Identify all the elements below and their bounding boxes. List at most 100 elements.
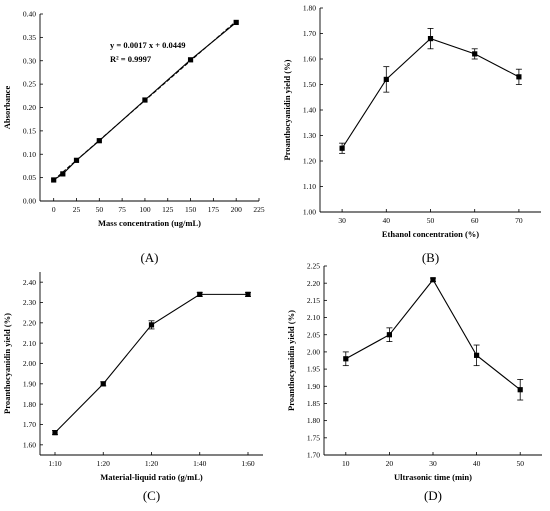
- data-point: [383, 76, 389, 82]
- data-point: [52, 430, 58, 436]
- y-tick-label: 1.10: [303, 182, 316, 191]
- y-tick-label: 2.25: [307, 262, 320, 271]
- data-point: [245, 291, 251, 297]
- y-tick-label: 1.95: [307, 365, 320, 374]
- x-tick-label: 1:20: [145, 459, 159, 468]
- x-tick-label: 1:10: [48, 459, 62, 468]
- x-tick-label: 200: [231, 205, 243, 214]
- y-tick-label: 0.00: [23, 197, 36, 206]
- y-tick-label: 2.00: [307, 348, 320, 357]
- x-tick-label: 150: [185, 205, 197, 214]
- y-tick-label: 0.10: [23, 150, 36, 159]
- data-point: [51, 177, 57, 183]
- x-axis-label: Material-liquid ratio (g/mL): [100, 472, 203, 482]
- y-tick-label: 0.40: [23, 10, 36, 19]
- data-point: [517, 387, 523, 393]
- y-tick-label: 1.60: [303, 55, 316, 64]
- fit-equation: y = 0.0017 x + 0.0449: [110, 40, 186, 50]
- y-tick-label: 1.20: [303, 157, 316, 166]
- y-tick-label: 1.80: [307, 416, 320, 425]
- data-point: [100, 381, 106, 387]
- x-tick-label: 40: [473, 459, 481, 468]
- x-tick-label: 40: [383, 216, 391, 225]
- y-tick-label: 0.30: [23, 56, 36, 65]
- x-tick-label: 50: [427, 216, 435, 225]
- series-line: [345, 278, 521, 391]
- y-tick-label: 2.40: [23, 278, 36, 287]
- y-tick-label: 2.20: [23, 318, 36, 327]
- x-tick-label: 1:20: [97, 459, 111, 468]
- x-tick-label: 125: [162, 205, 174, 214]
- y-tick-label: 1.60: [23, 440, 36, 449]
- data-point: [233, 19, 239, 26]
- y-tick-label: 0.20: [23, 103, 36, 112]
- y-axis-label: Absorbance: [2, 86, 12, 130]
- y-tick-label: 1.80: [303, 4, 316, 13]
- x-tick-label: 100: [139, 205, 151, 214]
- data-point: [96, 138, 102, 144]
- panel-label: (D): [424, 488, 442, 503]
- x-axis-label: Mass concentration (ug/mL): [98, 218, 201, 228]
- chart-panel-d: 1.70 1.75 1.80 1.85 1.90 1.95 2.00 2.05 2.10 2.15…: [286, 262, 542, 503]
- y-tick-label: 1.50: [303, 80, 316, 89]
- data-point: [197, 291, 203, 297]
- y-tick-label: 1.85: [307, 399, 320, 408]
- y-tick-label: 2.10: [23, 339, 36, 348]
- x-tick-label: 70: [515, 216, 523, 225]
- y-tick-label: 2.15: [307, 296, 320, 305]
- y-tick-label: 1.75: [307, 433, 320, 442]
- x-axis-label: Ethanol concentration (%): [382, 229, 479, 239]
- x-tick-label: 1:40: [193, 459, 207, 468]
- y-tick-label: 1.00: [303, 208, 316, 217]
- y-tick-label: 2.10: [307, 313, 320, 322]
- y-tick-label: 1.80: [23, 400, 36, 409]
- chart-panel-c: 1.60 1.70 1.80 1.90 2.00 2.10 2.20 2.30 2.40 1:10…: [2, 272, 263, 503]
- y-tick-label: 1.70: [307, 451, 320, 460]
- y-tick-label: 2.30: [23, 298, 36, 307]
- y-tick-label: 1.90: [307, 382, 320, 391]
- fit-r-squared: R² = 0.9997: [110, 54, 152, 64]
- y-tick-label: 1.70: [23, 420, 36, 429]
- x-tick-label: 0: [52, 205, 56, 214]
- x-axis-label: Ultrasonic time (min): [394, 472, 472, 482]
- data-point: [339, 145, 345, 151]
- data-point: [516, 74, 522, 80]
- y-tick-label: 0.35: [23, 33, 36, 42]
- x-tick-label: 175: [208, 205, 220, 214]
- data-point: [427, 36, 434, 42]
- y-tick-label: 2.05: [307, 330, 320, 339]
- data-point: [472, 51, 478, 57]
- y-tick-label: 2.00: [23, 359, 36, 368]
- y-tick-label: 2.20: [307, 279, 320, 288]
- x-tick-label: 20: [386, 459, 394, 468]
- data-point: [386, 332, 392, 338]
- data-point: [148, 322, 155, 328]
- x-tick-label: 225: [253, 205, 265, 214]
- y-tick-label: 1.70: [303, 29, 316, 38]
- x-tick-label: 50: [516, 459, 524, 468]
- y-tick-label: 0.15: [23, 126, 36, 135]
- data-point: [187, 57, 194, 63]
- chart-panel-b: 1.00 1.10 1.20 1.30 1.40 1.50 1.60 1.70 1.80 30 40…: [282, 4, 541, 265]
- y-tick-label: 1.40: [303, 106, 316, 115]
- y-axis-label: Proanthocyanidin yield (%): [286, 310, 296, 411]
- y-tick-label: 0.05: [23, 173, 36, 182]
- x-tick-label: 60: [471, 216, 479, 225]
- y-tick-label: 1.30: [303, 131, 316, 140]
- data-point: [73, 157, 80, 163]
- x-tick-label: 1:60: [241, 459, 255, 468]
- data-point: [142, 97, 148, 103]
- y-axis-label: Proanthocyanidin yield (%): [2, 313, 12, 414]
- y-axis-label: Proanthocyanidin yield (%): [282, 59, 292, 160]
- series-line: [341, 37, 520, 149]
- panel-label: (A): [140, 250, 158, 265]
- y-tick-label: 1.90: [23, 379, 36, 388]
- series-line: [54, 293, 248, 434]
- panel-label: (C): [143, 488, 160, 503]
- x-tick-label: 75: [118, 205, 126, 214]
- x-tick-label: 10: [342, 459, 350, 468]
- x-tick-label: 50: [96, 205, 104, 214]
- data-point: [343, 356, 349, 362]
- panel-label: (B): [422, 250, 439, 265]
